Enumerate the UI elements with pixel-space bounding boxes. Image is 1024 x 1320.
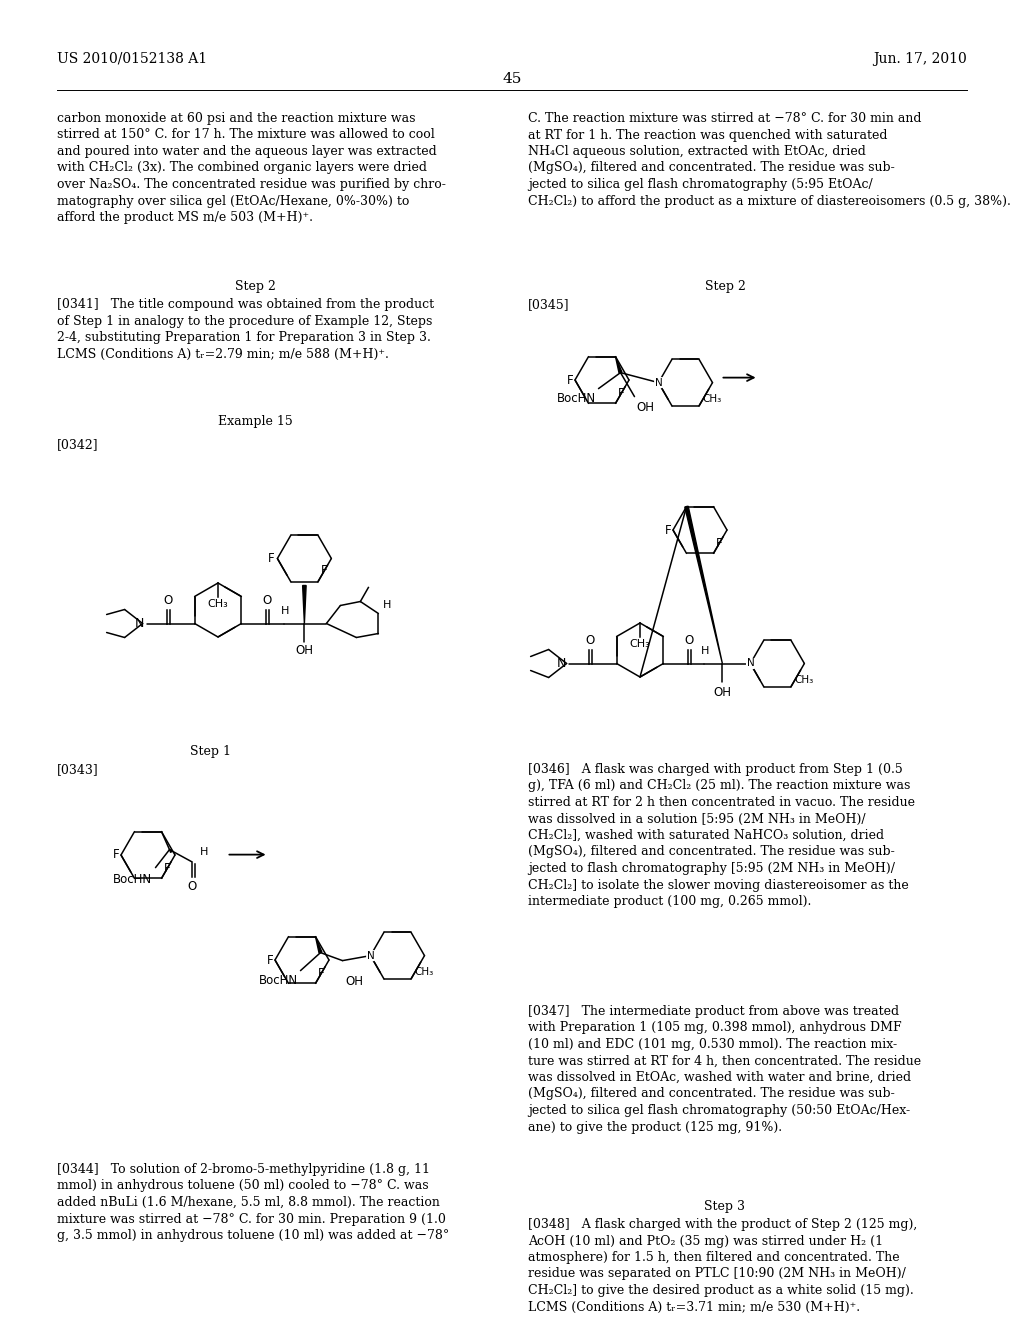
Text: O: O: [163, 594, 172, 607]
Text: N: N: [367, 950, 375, 961]
Text: F: F: [617, 387, 624, 400]
Text: [0347]   The intermediate product from above was treated
with Preparation 1 (105: [0347] The intermediate product from abo…: [528, 1005, 922, 1134]
Text: [0346]   A flask was charged with product from Step 1 (0.5
g), TFA (6 ml) and CH: [0346] A flask was charged with product …: [528, 763, 915, 908]
Text: CH₃: CH₃: [702, 393, 721, 404]
Text: H: H: [282, 606, 290, 615]
Text: BocHN: BocHN: [114, 873, 153, 886]
Text: Jun. 17, 2010: Jun. 17, 2010: [873, 51, 967, 66]
Text: [0341]   The title compound was obtained from the product
of Step 1 in analogy t: [0341] The title compound was obtained f…: [57, 298, 434, 360]
Text: BocHN: BocHN: [258, 974, 298, 986]
Text: O: O: [187, 879, 198, 892]
Text: CH₃: CH₃: [630, 639, 650, 649]
Text: CH₃: CH₃: [794, 675, 813, 685]
Text: N: N: [654, 378, 663, 388]
Text: Step 3: Step 3: [705, 1200, 745, 1213]
Text: F: F: [266, 953, 273, 966]
Text: Step 2: Step 2: [234, 280, 275, 293]
Text: F: F: [665, 524, 671, 536]
Text: [0345]: [0345]: [528, 298, 569, 312]
Text: N: N: [746, 659, 755, 668]
Text: [0343]: [0343]: [57, 763, 98, 776]
Text: H: H: [382, 599, 391, 610]
Polygon shape: [315, 937, 322, 953]
Text: CH₃: CH₃: [208, 599, 228, 609]
Text: O: O: [585, 635, 594, 648]
Text: OH: OH: [345, 974, 364, 987]
Text: [0344]   To solution of 2-bromo-5-methylpyridine (1.8 g, 11
mmol) in anhydrous t: [0344] To solution of 2-bromo-5-methylpy…: [57, 1163, 450, 1242]
Text: carbon monoxide at 60 psi and the reaction mixture was
stirred at 150° C. for 17: carbon monoxide at 60 psi and the reacti…: [57, 112, 445, 224]
Text: [0342]: [0342]: [57, 438, 98, 451]
Text: Step 2: Step 2: [705, 280, 745, 293]
Text: F: F: [716, 537, 722, 550]
Text: O: O: [263, 594, 272, 607]
Text: OH: OH: [637, 400, 654, 413]
Text: N: N: [135, 616, 144, 630]
Text: Example 15: Example 15: [218, 414, 293, 428]
Polygon shape: [170, 850, 172, 853]
Text: Step 1: Step 1: [189, 744, 230, 758]
Text: F: F: [113, 849, 119, 862]
Text: US 2010/0152138 A1: US 2010/0152138 A1: [57, 51, 207, 66]
Text: C. The reaction mixture was stirred at −78° C. for 30 min and
at RT for 1 h. The: C. The reaction mixture was stirred at −…: [528, 112, 1011, 207]
Text: H: H: [200, 846, 208, 857]
Text: H: H: [701, 647, 710, 656]
Text: OH: OH: [295, 644, 313, 657]
Text: 45: 45: [503, 73, 521, 86]
Text: F: F: [566, 374, 573, 387]
Text: F: F: [267, 552, 274, 565]
Text: F: F: [164, 862, 170, 875]
Text: F: F: [321, 564, 328, 577]
Text: CH₃: CH₃: [414, 968, 433, 977]
Text: F: F: [317, 968, 325, 981]
Polygon shape: [685, 507, 722, 664]
Text: OH: OH: [714, 685, 731, 698]
Polygon shape: [303, 586, 306, 623]
Polygon shape: [615, 356, 622, 374]
Text: N: N: [557, 657, 566, 671]
Text: O: O: [685, 635, 694, 648]
Text: [0348]   A flask charged with the product of Step 2 (125 mg),
AcOH (10 ml) and P: [0348] A flask charged with the product …: [528, 1218, 918, 1313]
Text: BocHN: BocHN: [556, 392, 596, 405]
